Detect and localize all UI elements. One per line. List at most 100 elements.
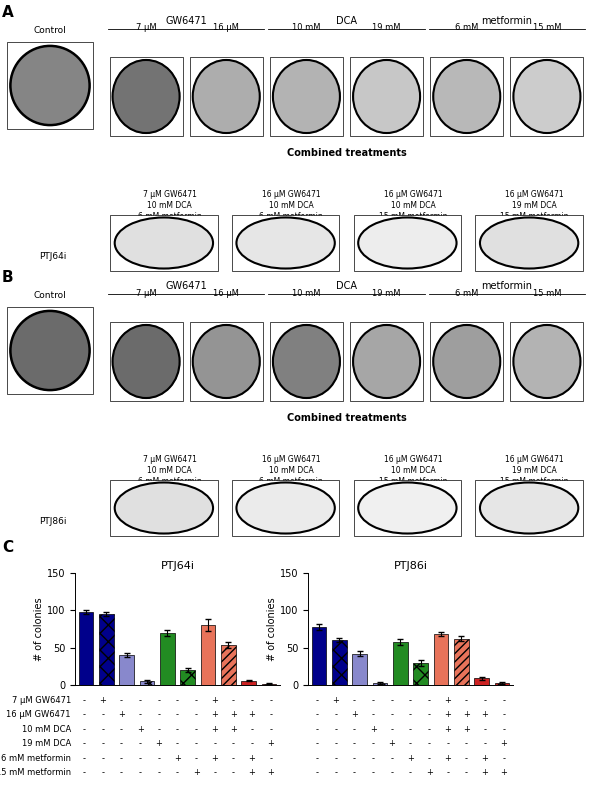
Text: 6 mM metformin: 6 mM metformin	[260, 476, 323, 486]
Text: 15 mM: 15 mM	[533, 289, 561, 297]
Text: -: -	[409, 710, 412, 719]
Text: +: +	[388, 739, 395, 748]
Text: -: -	[158, 754, 160, 762]
Text: 16 μM GW6471: 16 μM GW6471	[262, 190, 320, 199]
FancyBboxPatch shape	[510, 322, 584, 401]
Text: -: -	[213, 739, 217, 748]
Title: PTJ64i: PTJ64i	[160, 560, 195, 571]
Text: +: +	[248, 710, 255, 719]
Circle shape	[480, 483, 578, 533]
Text: 16 μM: 16 μM	[214, 289, 239, 297]
Text: 10 mM DCA: 10 mM DCA	[391, 201, 435, 210]
Bar	[434, 634, 448, 685]
Circle shape	[273, 60, 340, 133]
Circle shape	[237, 218, 335, 269]
Text: -: -	[120, 696, 123, 704]
Circle shape	[480, 218, 578, 269]
Text: +: +	[174, 754, 181, 762]
Text: +: +	[211, 725, 218, 734]
Text: Combined treatments: Combined treatments	[287, 413, 407, 423]
Text: -: -	[120, 754, 123, 762]
Circle shape	[353, 60, 420, 133]
Text: -: -	[101, 768, 104, 778]
Text: -: -	[428, 710, 431, 719]
Text: -: -	[83, 710, 86, 719]
Text: metformin: metformin	[481, 16, 532, 26]
FancyBboxPatch shape	[232, 215, 339, 271]
Text: +: +	[351, 710, 358, 719]
Text: -: -	[251, 739, 254, 748]
Text: B: B	[2, 270, 14, 285]
Text: 7 μM GW6471: 7 μM GW6471	[143, 190, 196, 199]
Circle shape	[433, 60, 500, 133]
Text: 15 mM metformin: 15 mM metformin	[379, 476, 447, 486]
FancyBboxPatch shape	[350, 56, 423, 136]
Text: 19 mM DCA: 19 mM DCA	[512, 466, 557, 475]
Bar	[332, 640, 347, 685]
Text: 19 mM DCA: 19 mM DCA	[22, 739, 71, 748]
Text: Combined treatments: Combined treatments	[287, 148, 407, 158]
Circle shape	[353, 325, 420, 398]
Text: -: -	[428, 725, 431, 734]
Bar	[352, 653, 367, 685]
Text: -: -	[158, 696, 160, 704]
Text: 16 μM: 16 μM	[214, 24, 239, 33]
Text: +: +	[248, 768, 255, 778]
Circle shape	[114, 483, 213, 533]
Text: -: -	[251, 696, 254, 704]
Bar	[221, 646, 235, 685]
Text: 15 mM metformin: 15 mM metformin	[0, 768, 71, 778]
Text: 10 mM: 10 mM	[292, 289, 321, 297]
Text: -: -	[409, 696, 412, 704]
Text: -: -	[428, 739, 431, 748]
Text: -: -	[195, 754, 198, 762]
Text: -: -	[353, 696, 356, 704]
Bar	[454, 638, 468, 685]
Text: -: -	[335, 725, 337, 734]
Text: +: +	[267, 768, 274, 778]
FancyBboxPatch shape	[190, 56, 263, 136]
Text: 15 mM metformin: 15 mM metformin	[500, 476, 569, 486]
FancyBboxPatch shape	[232, 480, 339, 536]
Text: -: -	[195, 710, 198, 719]
Circle shape	[273, 325, 340, 398]
Text: -: -	[139, 739, 142, 748]
Title: PTJ86i: PTJ86i	[394, 560, 428, 571]
Text: 10 mM DCA: 10 mM DCA	[269, 466, 314, 475]
Circle shape	[358, 483, 457, 533]
Text: 16 μM GW6471: 16 μM GW6471	[506, 455, 564, 464]
Text: -: -	[372, 710, 375, 719]
Text: +: +	[193, 768, 199, 778]
Text: 7 μM GW6471: 7 μM GW6471	[12, 696, 71, 704]
Text: +: +	[155, 739, 162, 748]
Text: -: -	[120, 739, 123, 748]
Text: -: -	[316, 768, 319, 778]
Text: -: -	[101, 710, 104, 719]
Bar	[140, 681, 155, 685]
Text: -: -	[428, 696, 431, 704]
Text: -: -	[213, 768, 217, 778]
Text: 16 μM GW6471: 16 μM GW6471	[262, 455, 320, 464]
Text: -: -	[269, 725, 272, 734]
Text: 19 mM DCA: 19 mM DCA	[512, 201, 557, 210]
Text: 15 mM: 15 mM	[533, 24, 561, 33]
Text: PTJ64i: PTJ64i	[39, 252, 66, 261]
Text: +: +	[137, 725, 143, 734]
Text: -: -	[195, 725, 198, 734]
Text: -: -	[391, 754, 394, 762]
Text: +: +	[444, 696, 451, 704]
Text: -: -	[335, 710, 337, 719]
Text: -: -	[446, 739, 449, 748]
Text: +: +	[333, 696, 339, 704]
Text: 6 mM metformin: 6 mM metformin	[1, 754, 71, 762]
Text: -: -	[195, 696, 198, 704]
Text: Control: Control	[34, 26, 66, 35]
Text: 6 mM metformin: 6 mM metformin	[137, 476, 201, 486]
Circle shape	[113, 325, 179, 398]
Text: 19 mM: 19 mM	[372, 289, 401, 297]
Bar	[160, 633, 175, 685]
Text: +: +	[370, 725, 376, 734]
Bar	[99, 614, 114, 685]
Text: +: +	[248, 754, 255, 762]
Text: -: -	[372, 696, 375, 704]
